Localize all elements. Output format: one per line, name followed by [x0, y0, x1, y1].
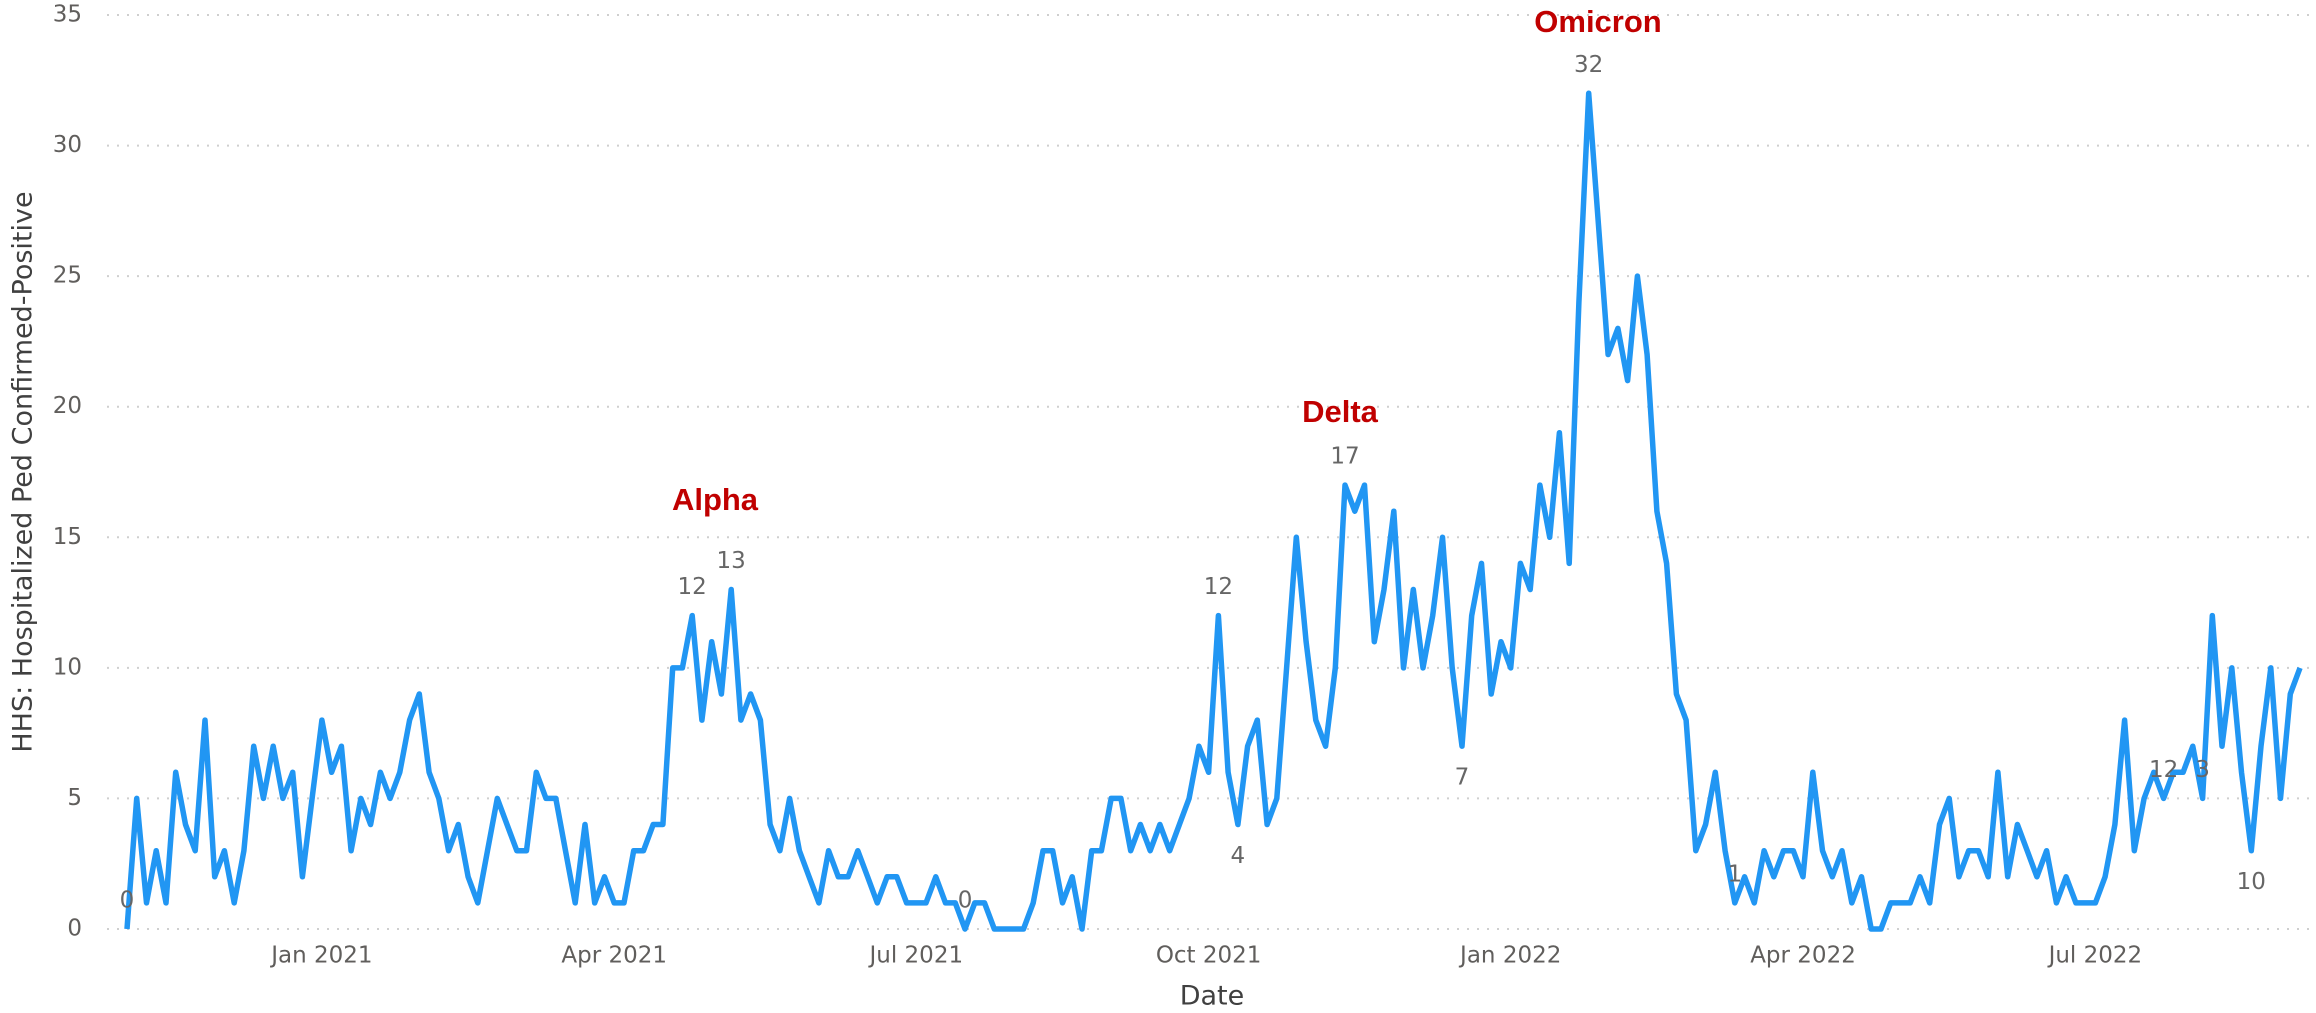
- y-tick-label: 25: [53, 263, 82, 289]
- y-tick-label: 15: [53, 524, 82, 550]
- data-label: 0: [120, 888, 135, 914]
- y-tick-label: 10: [53, 654, 82, 680]
- annotation: Omicron: [1534, 4, 1661, 39]
- x-tick-label: Jul 2021: [867, 943, 963, 969]
- data-label: 0: [958, 888, 973, 914]
- data-label: 3: [2195, 757, 2210, 783]
- y-axis-title: HHS: Hospitalized Ped Confirmed-Positive: [8, 191, 39, 752]
- data-label: 13: [717, 548, 746, 574]
- data-label: 4: [1231, 843, 1246, 869]
- data-label: 1: [1728, 861, 1743, 887]
- data-label: 17: [1330, 444, 1359, 470]
- annotation: Delta: [1302, 394, 1379, 429]
- data-label: 32: [1574, 52, 1603, 78]
- x-tick-label: Apr 2021: [561, 943, 667, 969]
- annotation: Alpha: [672, 482, 759, 517]
- x-tick-label: Apr 2022: [1750, 943, 1856, 969]
- y-tick-label: 0: [67, 916, 82, 942]
- line: [124, 90, 2303, 932]
- y-tick-label: 5: [67, 785, 82, 811]
- y-tick-label: 30: [53, 132, 82, 158]
- data-label: 10: [2237, 869, 2266, 895]
- x-tick-label: Jul 2022: [2047, 943, 2143, 969]
- x-tick-label: Jan 2022: [1458, 943, 1561, 969]
- x-tick-label: Oct 2021: [1156, 943, 1262, 969]
- y-tick-label: 35: [53, 2, 82, 28]
- x-axis-title: Date: [1180, 981, 1245, 1012]
- data-label: 7: [1455, 765, 1470, 791]
- data-label: 12: [678, 574, 707, 600]
- data-label: 12: [1204, 574, 1233, 600]
- data-label: 12: [2149, 757, 2178, 783]
- y-tick-label: 20: [53, 393, 82, 419]
- x-tick-label: Jan 2021: [269, 943, 372, 969]
